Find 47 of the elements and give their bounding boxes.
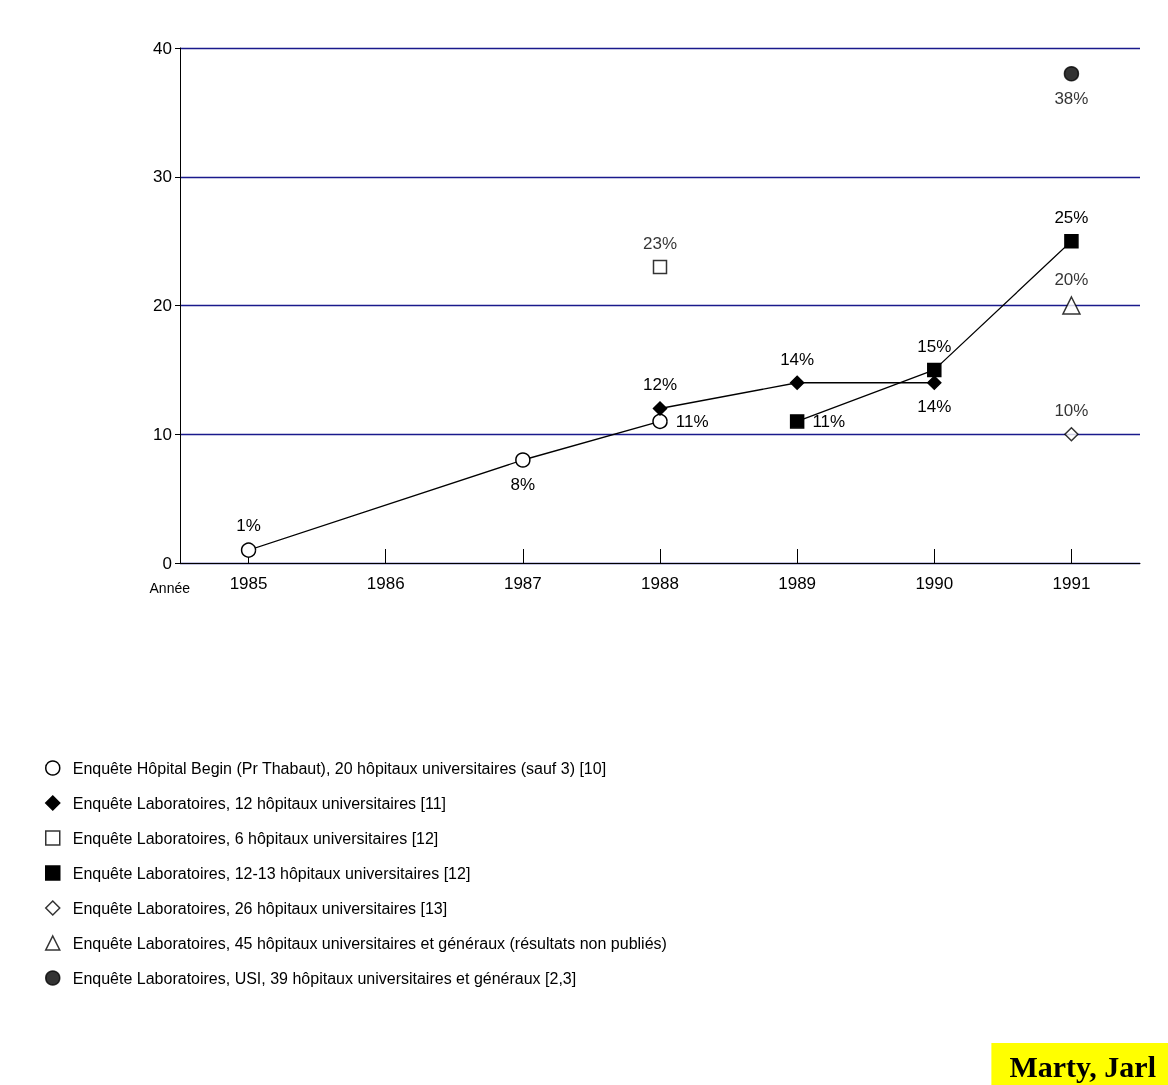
x-tick-label: 1989 (778, 574, 817, 593)
data-label: 1% (236, 516, 261, 536)
x-tick-label: 1988 (641, 574, 679, 593)
data-label: 38% (1054, 88, 1089, 108)
x-tick-label: 1986 (366, 574, 405, 593)
point (515, 452, 531, 468)
y-tick-label: 10 (153, 424, 172, 444)
point (1064, 233, 1079, 249)
point (1063, 66, 1080, 82)
data-label: 11% (812, 411, 846, 431)
point (927, 362, 942, 378)
point (1062, 296, 1081, 315)
legend-label: Enquête Laboratoires, 12 hôpitaux universitaires [11] (72, 794, 447, 812)
data-label: 10% (1054, 401, 1089, 420)
data-label: 12% (642, 375, 678, 395)
data-label: 14% (780, 349, 815, 369)
point (927, 375, 942, 390)
data-label: 8% (510, 474, 536, 494)
x-tick-label: 1991 (1052, 574, 1091, 593)
legend-label: Enquête Hôpital Begin (Pr Thabaut), 20 hôpitaux universitaires (sauf 3) [10] (72, 759, 607, 777)
data-label: 23% (642, 233, 678, 253)
point (652, 401, 668, 416)
legend-label: Enquête Laboratoires, 45 hôpitaux universitaires et généraux (résultats non publiés) (72, 934, 667, 952)
point (1064, 427, 1079, 442)
data-label: 15% (917, 336, 952, 356)
x-tick-label: 1990 (915, 574, 954, 593)
point (652, 413, 668, 430)
point (789, 375, 805, 390)
y-tick-label: 20 (153, 296, 172, 315)
data-label: 20% (1054, 270, 1089, 290)
point (240, 542, 257, 558)
point (652, 259, 668, 275)
legend-label: Enquête Laboratoires, 6 hôpitaux universitaires [12] (72, 829, 439, 847)
data-label: 14% (917, 397, 952, 416)
x-tick-label: 1987 (503, 574, 542, 593)
data-label: 11% (675, 411, 709, 431)
x-axis-title: Année (149, 580, 191, 596)
data-label: 25% (1054, 207, 1089, 227)
legend-label: Enquête Laboratoires, 12-13 hôpitaux universitaires [12] (72, 864, 471, 882)
legend-label: Enquête Laboratoires, 26 hôpitaux universitaires [13] (72, 899, 448, 917)
x-tick-label: 1985 (229, 574, 268, 593)
y-tick-label: 30 (153, 167, 172, 187)
point (789, 414, 805, 429)
legend-label: Enquête Laboratoires, USI, 39 hôpitaux universitaires et généraux [2,3] (72, 969, 577, 987)
y-tick-label: 40 (153, 38, 172, 58)
text: Marty, Jarl (1009, 1049, 1157, 1083)
y-tick-label: 0 (162, 553, 172, 573)
